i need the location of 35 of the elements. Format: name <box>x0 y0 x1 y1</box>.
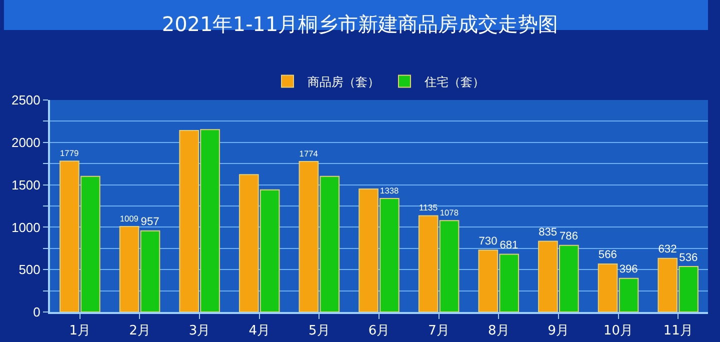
y-tick-label: 1000 <box>11 220 40 235</box>
y-tick-label: 0 <box>33 304 40 320</box>
x-tick-label: 7月 <box>428 324 450 339</box>
data-label: 1779 <box>60 148 79 158</box>
x-tick-label: 10月 <box>603 324 634 339</box>
data-label: 1774 <box>299 148 318 158</box>
y-tick-label: 1500 <box>11 177 40 192</box>
data-label: 1078 <box>440 208 459 218</box>
data-label: 786 <box>560 230 578 243</box>
x-tick-label: 5月 <box>308 324 330 339</box>
legend-label: 住宅（套） <box>424 74 484 89</box>
data-label: 681 <box>500 239 518 252</box>
x-tick-label: 4月 <box>248 324 270 339</box>
data-label: 632 <box>658 244 677 256</box>
data-label: 835 <box>538 226 558 238</box>
x-tick-label: 1月 <box>69 324 91 339</box>
x-tick-label: 2月 <box>129 324 150 339</box>
legend-label: 商品房（套） <box>308 74 380 89</box>
data-label: 566 <box>598 249 617 262</box>
x-tick-label: 3月 <box>188 324 210 339</box>
chart-title: 2021年1-11月桐乡市新建商品房成交走势图 <box>162 12 558 36</box>
data-label: 957 <box>140 216 160 228</box>
data-label: 1009 <box>120 213 139 224</box>
data-label: 1338 <box>380 185 399 196</box>
y-tick-label: 500 <box>18 262 40 278</box>
data-label: 536 <box>679 252 698 264</box>
y-tick-label: 2500 <box>11 92 40 108</box>
x-tick-label: 8月 <box>488 324 510 339</box>
data-label: 396 <box>619 264 638 276</box>
x-tick-label: 9月 <box>548 324 570 339</box>
x-tick-label: 11月 <box>663 324 693 339</box>
x-tick-label: 6月 <box>368 324 390 339</box>
y-tick-label: 2000 <box>11 134 40 150</box>
data-label: 730 <box>478 235 498 248</box>
data-label: 1135 <box>418 202 438 213</box>
